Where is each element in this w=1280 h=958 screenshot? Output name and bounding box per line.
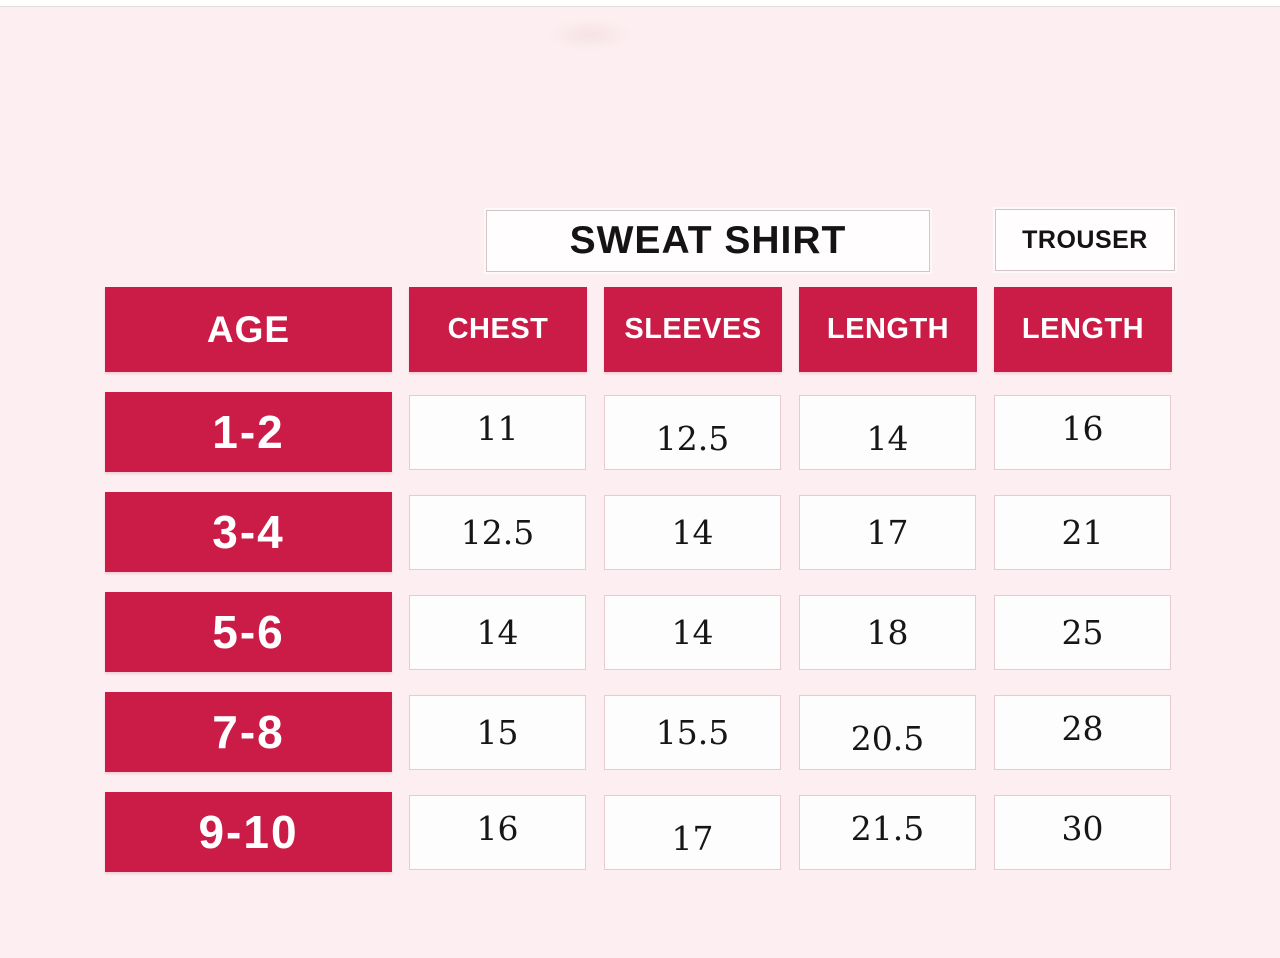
table-cell-chest: 16 [409, 794, 586, 870]
column-header-age: AGE [105, 287, 392, 372]
trouser-title-label: TROUSER [1022, 225, 1148, 254]
table-cell-sleeves: 15.5 [604, 694, 781, 770]
column-header-length-shirt: LENGTH [799, 287, 977, 372]
table-cell-sleeves: 14 [604, 594, 781, 670]
table-cell-length-trouser: 25 [994, 594, 1171, 670]
table-cell-length-trouser: 30 [994, 794, 1171, 870]
table-cell-length-trouser: 21 [994, 494, 1171, 570]
age-row-label: 9-10 [105, 792, 392, 872]
table-cell-length-shirt: 14 [799, 394, 976, 470]
trouser-section-title: TROUSER [995, 209, 1175, 271]
age-row-label: 3-4 [105, 492, 392, 572]
table-cell-chest: 14 [409, 594, 586, 670]
top-border-strip [0, 0, 1280, 7]
size-table: AGE CHEST SLEEVES LENGTH LENGTH 1-2 11 1… [105, 287, 1172, 872]
age-row-label: 7-8 [105, 692, 392, 772]
table-cell-sleeves: 14 [604, 494, 781, 570]
table-cell-sleeves: 12.5 [604, 394, 781, 470]
table-cell-sleeves: 17 [604, 794, 781, 870]
table-cell-chest: 15 [409, 694, 586, 770]
column-header-chest: CHEST [409, 287, 587, 372]
sweatshirt-title-label: SWEAT SHIRT [569, 219, 847, 262]
age-row-label: 5-6 [105, 592, 392, 672]
table-cell-length-shirt: 21.5 [799, 794, 976, 870]
faint-watermark [545, 18, 635, 52]
table-cell-length-shirt: 18 [799, 594, 976, 670]
table-cell-length-trouser: 28 [994, 694, 1171, 770]
table-cell-length-trouser: 16 [994, 394, 1171, 470]
table-cell-chest: 12.5 [409, 494, 586, 570]
table-cell-length-shirt: 20.5 [799, 694, 976, 770]
age-row-label: 1-2 [105, 392, 392, 472]
table-cell-chest: 11 [409, 394, 586, 470]
column-header-sleeves: SLEEVES [604, 287, 782, 372]
column-header-length-trouser: LENGTH [994, 287, 1172, 372]
sweatshirt-section-title: SWEAT SHIRT [486, 210, 930, 272]
table-cell-length-shirt: 17 [799, 494, 976, 570]
